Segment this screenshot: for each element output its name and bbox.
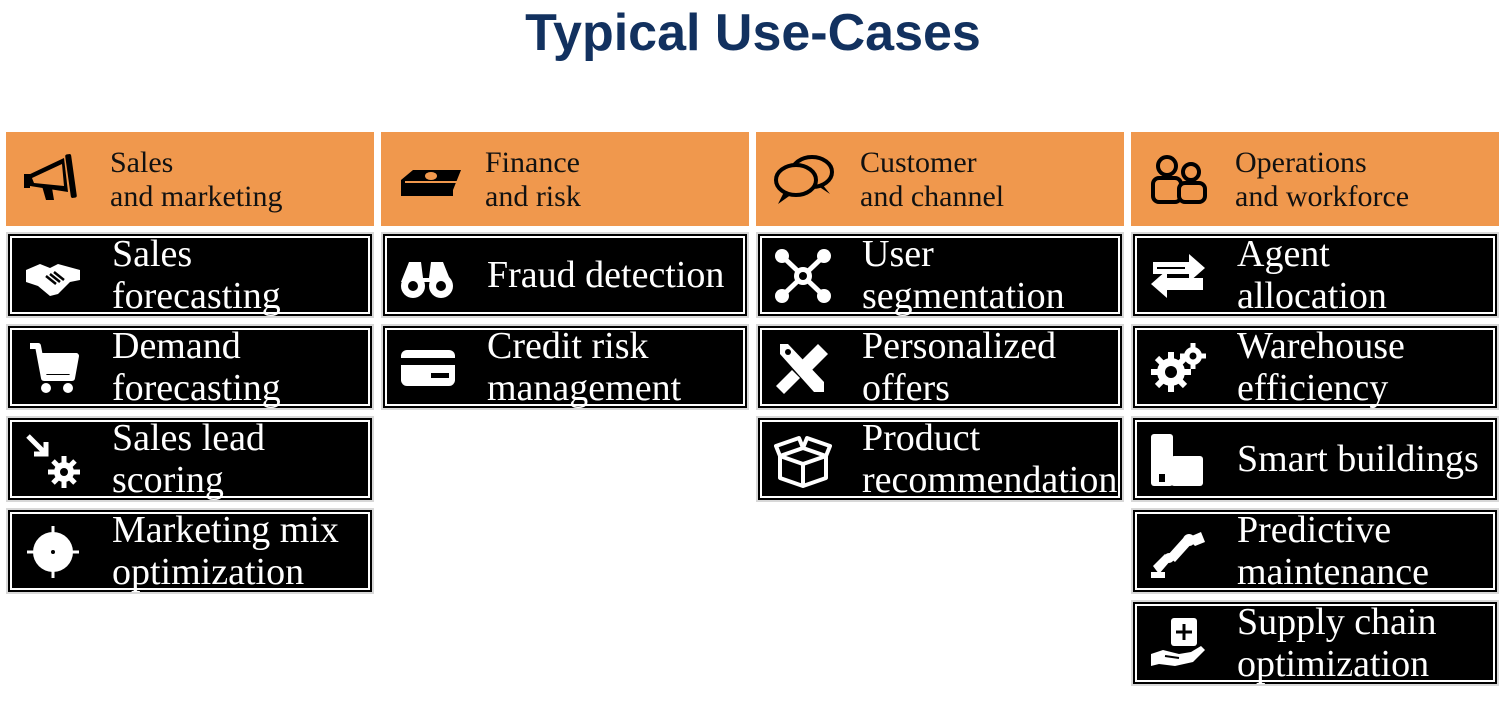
use-case-supply-chain-optimization: Supply chain optimization (1131, 600, 1499, 686)
use-case-demand-forecasting: Demand forecasting (6, 324, 374, 410)
network-nodes-icon (774, 248, 832, 304)
binoculars-icon (399, 248, 457, 304)
shopping-cart-icon (24, 340, 82, 396)
column-header: Customer and channel (756, 132, 1124, 226)
use-case-credit-risk-management: Credit risk management (381, 324, 749, 410)
gears-icon (1149, 340, 1207, 396)
column-header-text: Finance and risk (485, 146, 581, 213)
use-case-smart-buildings: Smart buildings (1131, 416, 1499, 502)
use-case-product-recommendation: Product recommendation (756, 416, 1124, 502)
money-stack-icon (397, 150, 461, 208)
use-case-agent-allocation: Agent allocation (1131, 232, 1499, 318)
hand-box-icon (1149, 616, 1207, 672)
megaphone-icon (22, 150, 86, 208)
use-case-user-segmentation: User segmentation (756, 232, 1124, 318)
use-case-sales-forecasting: Sales forecasting (6, 232, 374, 318)
column-header: Sales and marketing (6, 132, 374, 226)
column-header-text: Sales and marketing (110, 146, 283, 213)
use-case-personalized-offers: Personalized offers (756, 324, 1124, 410)
use-case-sales-lead-scoring: Sales lead scoring (6, 416, 374, 502)
buildings-icon (1149, 432, 1207, 488)
page-title: Typical Use-Cases (525, 4, 981, 62)
handshake-icon (24, 248, 82, 304)
people-icon (1147, 150, 1211, 208)
speech-bubbles-icon (772, 150, 836, 208)
target-icon (24, 524, 82, 580)
use-case-fraud-detection: Fraud detection (381, 232, 749, 318)
box-icon (774, 432, 832, 488)
column-header: Finance and risk (381, 132, 749, 226)
robot-arm-icon (1149, 524, 1207, 580)
lead-scoring-icon (24, 432, 82, 488)
column-finance-risk: Finance and risk Fraud detection (381, 132, 749, 410)
credit-card-icon (399, 340, 457, 396)
use-case-marketing-mix-optimization: Marketing mix optimization (6, 508, 374, 594)
column-header: Operations and workforce (1131, 132, 1499, 226)
column-customer-channel: Customer and channel User segmentation (756, 132, 1124, 502)
exchange-arrows-icon (1149, 248, 1207, 304)
use-case-warehouse-efficiency: Warehouse efficiency (1131, 324, 1499, 410)
tools-icon (774, 340, 832, 396)
column-sales-marketing: Sales and marketing Sales forecasting De (6, 132, 374, 594)
column-header-text: Customer and channel (860, 146, 1005, 213)
use-case-predictive-maintenance: Predictive maintenance (1131, 508, 1499, 594)
column-header-text: Operations and workforce (1235, 146, 1410, 213)
column-operations-workforce: Operations and workforce Agent allocatio… (1131, 132, 1499, 686)
